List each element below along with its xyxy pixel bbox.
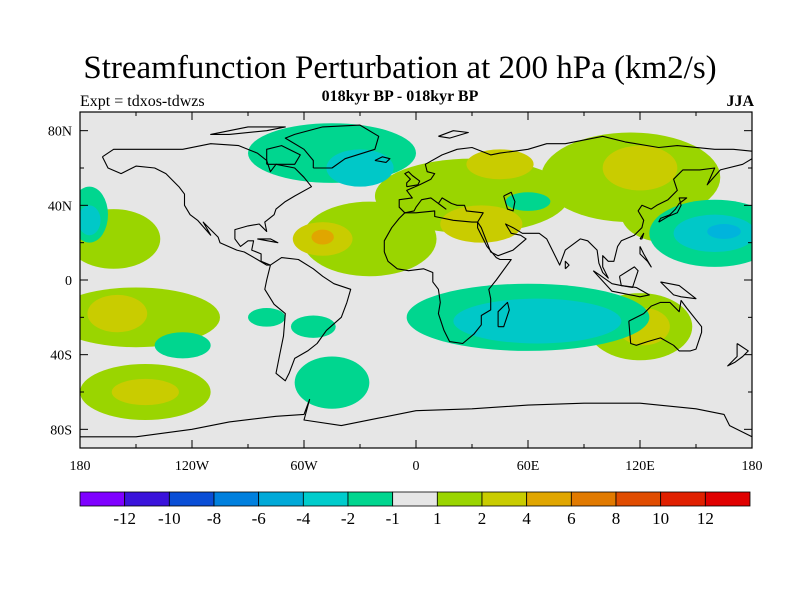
field-region-greenland-core	[326, 149, 394, 187]
plot-title: Streamfunction Perturbation at 200 hPa (…	[83, 50, 717, 86]
colorbar-label: 8	[612, 509, 621, 528]
colorbar-label: -1	[386, 509, 400, 528]
lon-tick-label: 180	[70, 459, 91, 474]
colorbar-label: -8	[207, 509, 221, 528]
lat-tick-label: 0	[65, 274, 72, 289]
colorbar-swatch	[436, 491, 483, 507]
lon-tick-label: 0	[413, 459, 420, 474]
field-region-east-europe	[466, 149, 534, 180]
field-region-atlantic-west	[247, 308, 286, 327]
coastline-madagascar	[497, 301, 510, 328]
colorbar-swatch	[570, 491, 617, 507]
field-region-mediterranean-band	[374, 158, 570, 234]
colorbar-label: 4	[522, 509, 531, 528]
colorbar-swatch	[392, 491, 438, 507]
longitude-axis: 180 120W 60W 0 60E 120E 180	[70, 112, 763, 474]
field-region-north-africa	[440, 205, 523, 243]
coastline-new-zealand	[727, 343, 749, 367]
colorbar-swatch	[168, 491, 215, 507]
coastline-svalbard	[438, 130, 469, 139]
colorbar-label: 2	[478, 509, 487, 528]
field-region-central-asia	[505, 192, 551, 211]
coastline-philippines	[639, 246, 652, 268]
coastlines	[80, 124, 752, 438]
coastline-cuba	[257, 238, 279, 244]
coastline-arctic-islands	[210, 126, 286, 135]
field-region-south-atlantic	[294, 356, 370, 409]
field-region-asia-core	[602, 145, 678, 191]
coastline-africa-east	[404, 210, 478, 223]
lon-tick-label: 60W	[290, 459, 318, 474]
coastline-africa-body	[383, 222, 512, 345]
field-region-atlantic-peak	[311, 229, 334, 245]
lat-tick-label: 80S	[50, 423, 72, 438]
field-region-indian-core	[453, 298, 622, 344]
colorbar-swatch	[213, 491, 260, 507]
lon-tick-label: 60E	[517, 459, 540, 474]
field-region-pacific-min	[707, 224, 741, 239]
coastline-indonesia	[592, 270, 650, 298]
coastline-australia	[628, 299, 703, 352]
experiment-label: Expt = tdxos-tdwzs	[80, 93, 205, 110]
lat-tick-label: 40N	[48, 199, 72, 214]
lat-tick-label: 40S	[50, 349, 72, 364]
colorbar-swatch	[347, 491, 394, 507]
coastline-new-guinea	[660, 281, 697, 300]
colorbar-label: -10	[158, 509, 181, 528]
colorbar-label: -12	[113, 509, 136, 528]
colorbar-swatch	[302, 491, 349, 507]
field-region-pacific-south-core	[87, 294, 148, 333]
colorbar-swatch	[526, 491, 572, 507]
colorbar-swatch	[258, 491, 304, 507]
coastline-north-america	[101, 143, 313, 266]
coastline-baffin	[266, 145, 301, 165]
colorbar-label: 6	[567, 509, 576, 528]
lon-tick-label: 120W	[175, 459, 210, 474]
latitude-axis: 80N 40N 0 40S 80S	[48, 125, 752, 438]
colorbar-swatch	[615, 491, 662, 507]
colorbar-label: 10	[652, 509, 669, 528]
season-label: JJA	[726, 93, 754, 110]
coastline-eurasia-south	[404, 158, 752, 279]
coastline-greenland	[284, 124, 380, 169]
coastline-japan	[658, 197, 688, 223]
field-region-north-pacific-east-core	[80, 205, 101, 236]
coastline-sri-lanka	[564, 260, 570, 270]
coastline-uk	[404, 171, 421, 188]
colorbar-label: -6	[252, 509, 266, 528]
colorbar-label: -4	[296, 509, 311, 528]
colorbar-swatch	[481, 491, 528, 507]
lon-tick-label: 120E	[625, 459, 655, 474]
colorbar: -12 -10 -8 -6 -4 -2 -1 1 2 4 6 8 10 12	[79, 491, 751, 528]
lat-tick-label: 80N	[48, 125, 72, 140]
coastline-africa-eurasia	[383, 135, 752, 252]
colorbar-swatch	[660, 491, 706, 507]
plot-subtitle: 018kyr BP - 018kyr BP	[321, 88, 479, 105]
colorbar-swatch	[704, 491, 751, 507]
colorbar-label: -2	[341, 509, 355, 528]
field-region-south-pacific-east	[154, 332, 211, 359]
coastline-iceland	[374, 156, 391, 163]
field-region-southern-core	[111, 378, 179, 406]
colorbar-label: 12	[697, 509, 714, 528]
lon-tick-label: 180	[742, 459, 763, 474]
coastline-antarctica	[80, 398, 752, 438]
coastline-caspian	[503, 191, 516, 212]
field-region-south-america-south	[290, 315, 336, 338]
colorbar-swatch	[79, 491, 126, 507]
colorbar-swatch	[124, 491, 170, 507]
coastline-south-america	[264, 257, 352, 382]
coastline-taiwan	[639, 232, 645, 240]
colorbar-label: 1	[433, 509, 442, 528]
coastline-borneo	[618, 266, 639, 289]
streamfunction-field	[80, 112, 752, 448]
